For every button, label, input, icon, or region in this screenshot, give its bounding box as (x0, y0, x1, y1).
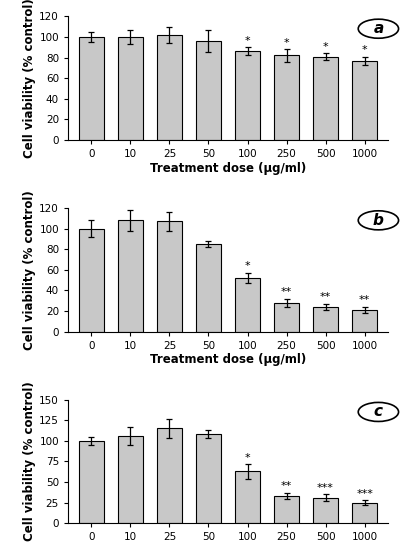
Bar (79, 37, 104, 140)
Bar (157, 221, 182, 331)
Y-axis label: Cell viability (% control): Cell viability (% control) (24, 190, 36, 350)
Bar (196, 434, 221, 523)
Text: *: * (284, 38, 289, 48)
Text: *: * (323, 42, 328, 52)
Text: **: ** (281, 287, 292, 297)
Text: *: * (245, 261, 250, 271)
Bar (313, 307, 338, 331)
Bar (118, 436, 143, 523)
Text: c: c (374, 404, 383, 420)
Text: a: a (373, 21, 384, 36)
Text: **: ** (320, 292, 331, 302)
Text: *: * (362, 45, 367, 55)
Text: *: * (245, 453, 250, 463)
Bar (157, 35, 182, 140)
Bar (79, 441, 104, 523)
Text: *: * (245, 36, 250, 46)
Text: b: b (373, 213, 384, 228)
Text: ***: *** (317, 483, 334, 493)
Text: **: ** (359, 295, 370, 305)
Bar (352, 502, 377, 523)
X-axis label: Treatment dose (μg/ml): Treatment dose (μg/ml) (150, 353, 306, 366)
Bar (196, 41, 221, 140)
Text: ***: *** (356, 489, 373, 499)
Bar (313, 498, 338, 523)
Bar (274, 56, 299, 140)
Bar (274, 302, 299, 331)
X-axis label: Treatment dose (μg/ml): Treatment dose (μg/ml) (150, 162, 306, 175)
Bar (118, 37, 143, 140)
Y-axis label: Cell viability (% control): Cell viability (% control) (24, 0, 36, 158)
Bar (157, 428, 182, 523)
Bar (118, 220, 143, 331)
Y-axis label: Cell viability (% control): Cell viability (% control) (23, 382, 36, 541)
Bar (274, 496, 299, 523)
Bar (352, 60, 377, 140)
Bar (235, 278, 260, 331)
Text: **: ** (281, 481, 292, 492)
Bar (79, 228, 104, 331)
Bar (313, 57, 338, 140)
Bar (235, 471, 260, 523)
Bar (352, 310, 377, 331)
Bar (235, 51, 260, 140)
Bar (196, 244, 221, 331)
